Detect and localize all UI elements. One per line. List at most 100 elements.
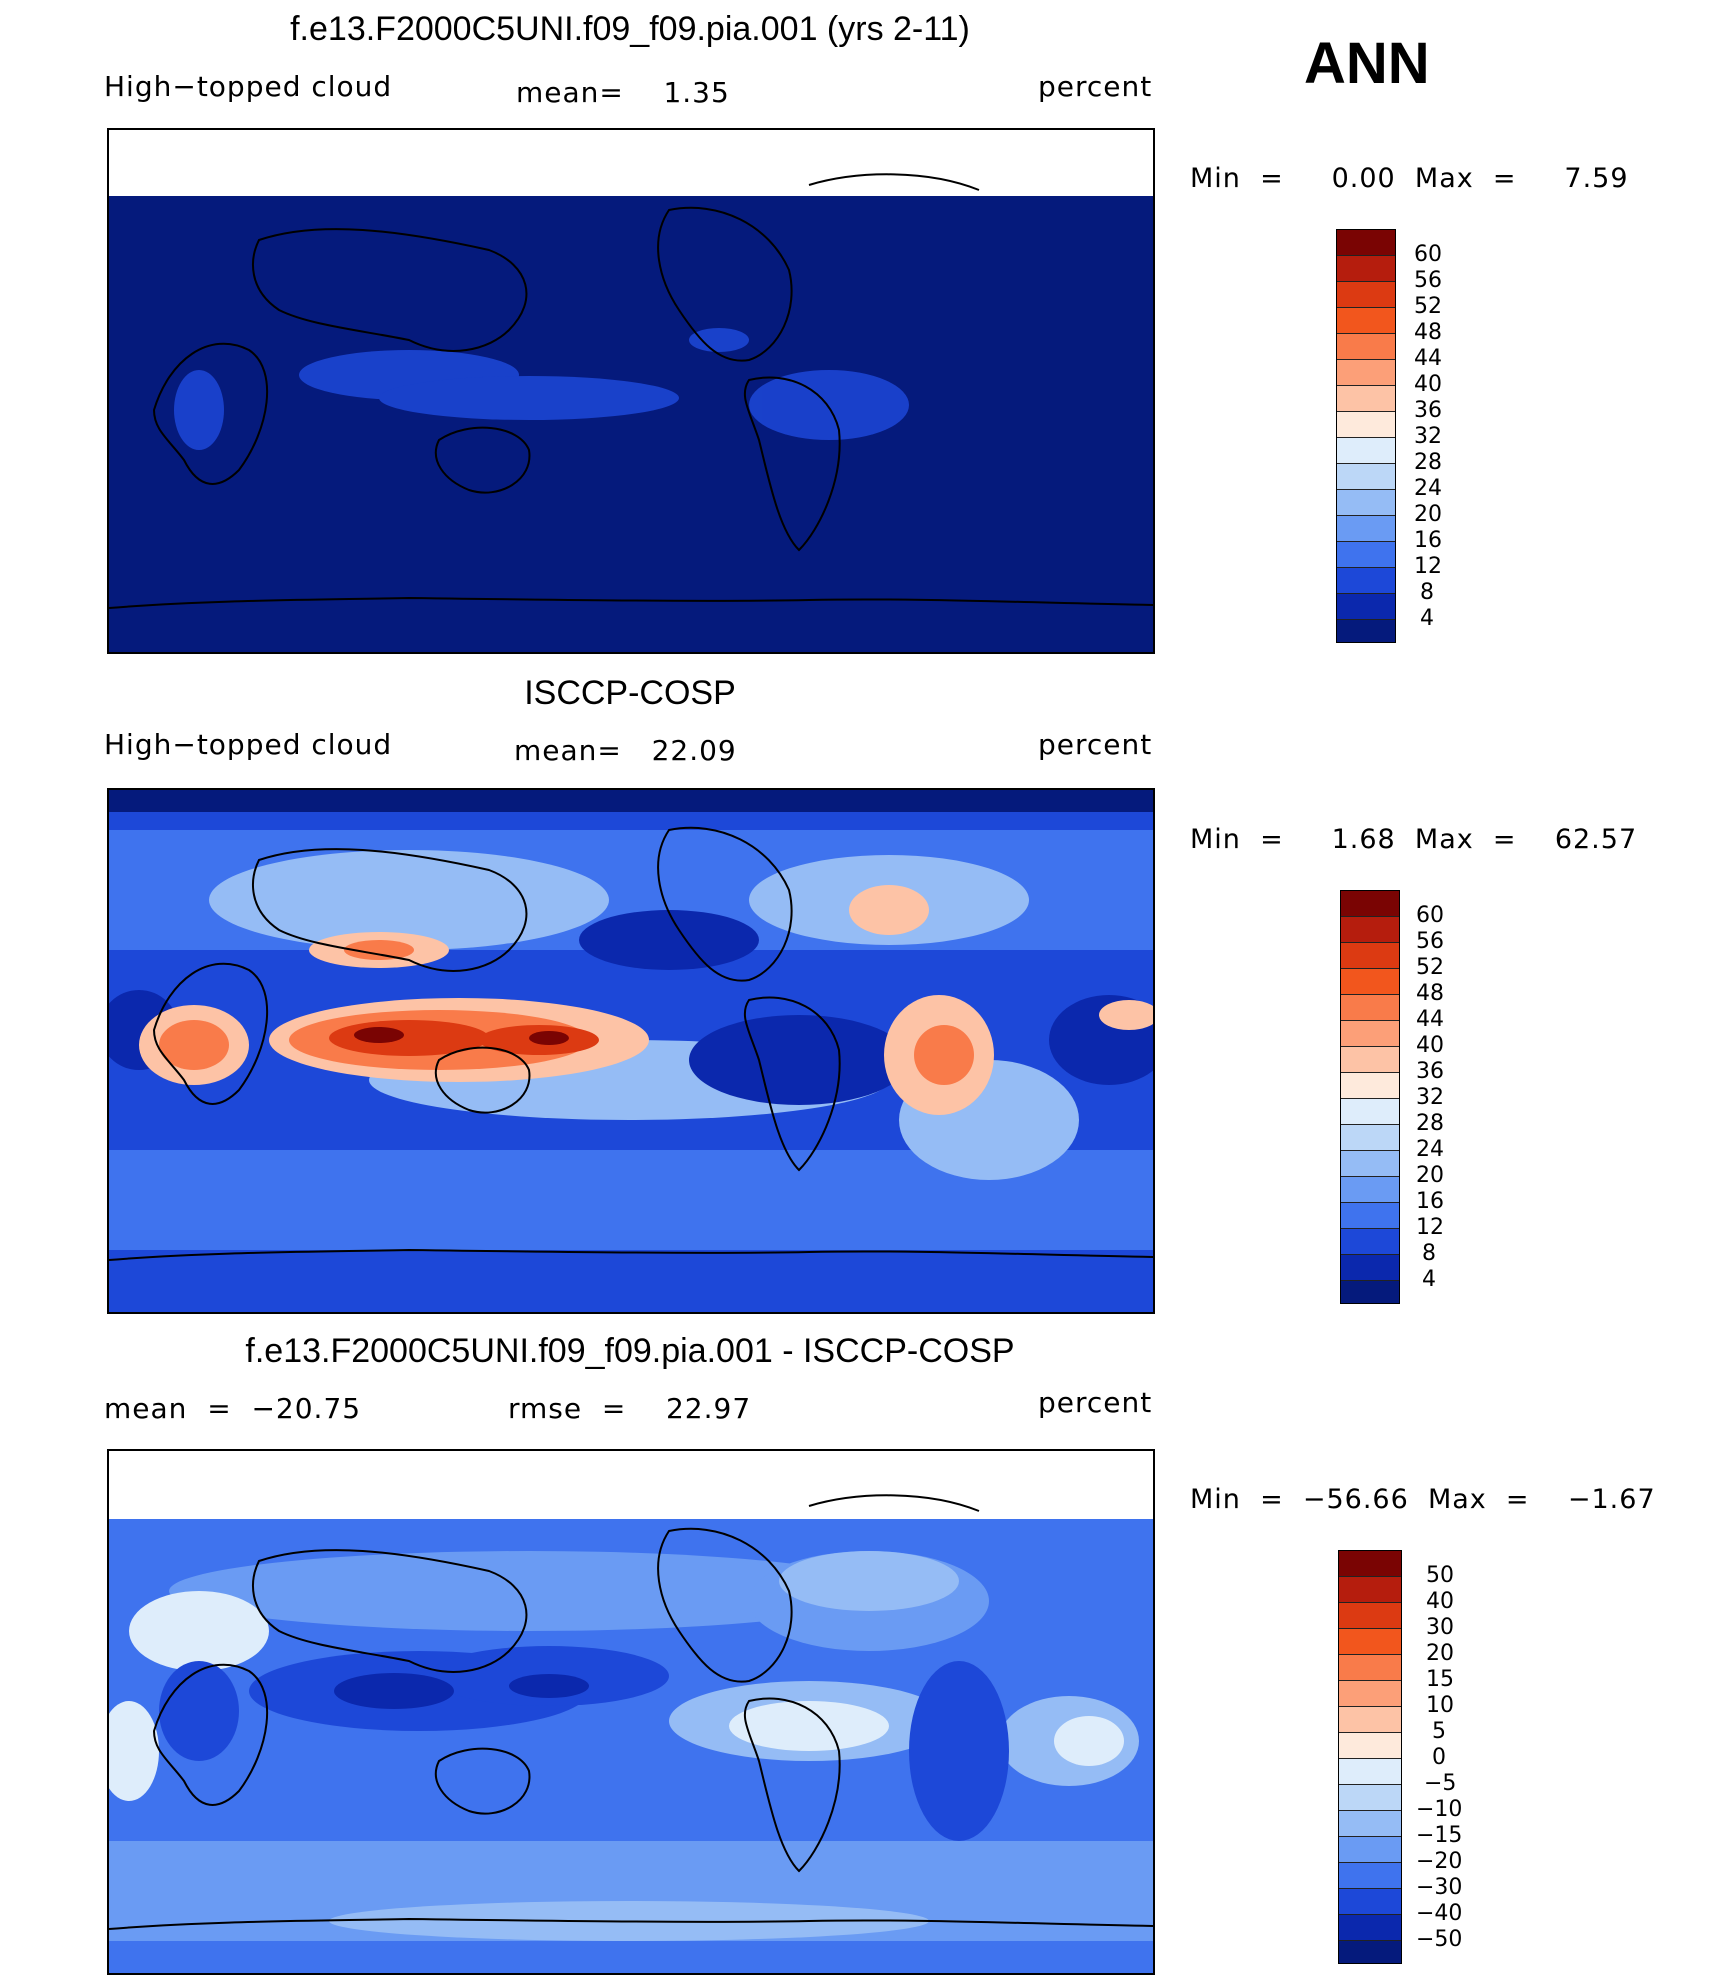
panel-1-colorbar-label: 20 <box>1414 502 1442 527</box>
panel-1-colorbar <box>1336 229 1396 643</box>
panel-3-colorbar-label: −30 <box>1416 1875 1463 1900</box>
panel-3-colorbar-label: 10 <box>1426 1693 1454 1718</box>
panel-1-colorbar-cell <box>1337 438 1395 464</box>
panel-2-colorbar-label: 8 <box>1422 1241 1436 1266</box>
panel-2-colorbar-cell <box>1341 1229 1399 1255</box>
panel-1-colorbar-label: 4 <box>1420 606 1434 631</box>
panel-2-colorbar-label: 4 <box>1422 1267 1436 1292</box>
panel-3-colorbar-label: 50 <box>1426 1563 1454 1588</box>
panel-3-colorbar-cell <box>1339 1759 1401 1785</box>
panel-1-colorbar-label: 56 <box>1414 268 1442 293</box>
panel-2-colorbar-label: 12 <box>1416 1215 1444 1240</box>
panel-1-colorbar-cell <box>1337 386 1395 412</box>
panel-1-colorbar-label: 52 <box>1414 294 1442 319</box>
panel-1-colorbar-cell <box>1337 516 1395 542</box>
panel-3-colorbar-cell <box>1339 1577 1401 1603</box>
panel-1-colorbar-label: 48 <box>1414 320 1442 345</box>
panel-2-colorbar-cell <box>1341 917 1399 943</box>
panel-2-colorbar-label: 32 <box>1416 1085 1444 1110</box>
panel-1-colorbar-label: 16 <box>1414 528 1442 553</box>
panel-1-map <box>107 128 1155 654</box>
panel-3-rmse-label: rmse = 22.97 <box>508 1392 752 1425</box>
panel-2-colorbar-cell <box>1341 943 1399 969</box>
panel-1-colorbar-cell <box>1337 568 1395 594</box>
panel-1-colorbar-cell <box>1337 334 1395 360</box>
panel-2-colorbar-cell <box>1341 1151 1399 1177</box>
panel-1-units-label: percent <box>1038 70 1153 103</box>
panel-2-colorbar-label: 16 <box>1416 1189 1444 1214</box>
panel-2-colorbar-cell <box>1341 1073 1399 1099</box>
panel-2-variable-label: High−topped cloud <box>104 728 393 761</box>
panel-1-colorbar-cell <box>1337 620 1395 642</box>
panel-1-colorbar-cell <box>1337 594 1395 620</box>
panel-2-colorbar-cell <box>1341 1125 1399 1151</box>
panel-2-colorbar <box>1340 890 1400 1304</box>
panel-3-colorbar-label: −10 <box>1416 1797 1463 1822</box>
panel-2-colorbar-label: 36 <box>1416 1059 1444 1084</box>
panel-3-colorbar-label: 20 <box>1426 1641 1454 1666</box>
panel-3-mean-label: mean = −20.75 <box>104 1392 362 1425</box>
panel-1-colorbar-label: 8 <box>1420 580 1434 605</box>
panel-3-colorbar-cell <box>1339 1551 1401 1577</box>
panel-3-colorbar-label: 30 <box>1426 1615 1454 1640</box>
panel-1-colorbar-cell <box>1337 308 1395 334</box>
panel-3-colorbar-cell <box>1339 1629 1401 1655</box>
panel-3-title: f.e13.F2000C5UNI.f09_f09.pia.001 - ISCCP… <box>245 1332 1015 1370</box>
panel-3-colorbar-label: −40 <box>1416 1901 1463 1926</box>
panel-2-colorbar-label: 60 <box>1416 903 1444 928</box>
panel-1-variable-label: High−topped cloud <box>104 70 393 103</box>
panel-2-colorbar-cell <box>1341 969 1399 995</box>
panel-3-colorbar-cell <box>1339 1863 1401 1889</box>
panel-3-colorbar-cell <box>1339 1707 1401 1733</box>
panel-3-colorbar-label: −50 <box>1416 1927 1463 1952</box>
panel-1-title: f.e13.F2000C5UNI.f09_f09.pia.001 (yrs 2-… <box>290 10 970 48</box>
panel-3-colorbar-label: 15 <box>1426 1667 1454 1692</box>
panel-3-colorbar-label: 0 <box>1432 1745 1446 1770</box>
panel-3-colorbar-cell <box>1339 1681 1401 1707</box>
panel-3-colorbar-cell <box>1339 1811 1401 1837</box>
panel-2-colorbar-cell <box>1341 1047 1399 1073</box>
panel-1-colorbar-label: 60 <box>1414 242 1442 267</box>
panel-2-mean-label: mean= 22.09 <box>514 734 737 767</box>
panel-3-map <box>107 1449 1155 1975</box>
panel-3-units-label: percent <box>1038 1386 1153 1419</box>
panel-2-map <box>107 788 1155 1314</box>
panel-2-colorbar-label: 56 <box>1416 929 1444 954</box>
panel-3-minmax: Min = −56.66 Max = −1.67 <box>1190 1484 1656 1515</box>
panel-1-colorbar-label: 40 <box>1414 372 1442 397</box>
panel-3-colorbar-label: −15 <box>1416 1823 1463 1848</box>
panel-1-colorbar-cell <box>1337 282 1395 308</box>
panel-2-colorbar-cell <box>1341 1281 1399 1303</box>
panel-1-colorbar-cell <box>1337 542 1395 568</box>
panel-3-colorbar-cell <box>1339 1785 1401 1811</box>
panel-2-title: ISCCP-COSP <box>524 674 736 712</box>
panel-2-colorbar-label: 20 <box>1416 1163 1444 1188</box>
panel-2-colorbar-cell <box>1341 891 1399 917</box>
panel-2-colorbar-label: 40 <box>1416 1033 1444 1058</box>
panel-2-minmax: Min = 1.68 Max = 62.57 <box>1190 824 1638 855</box>
panel-3-colorbar-cell <box>1339 1941 1401 1963</box>
panel-2-colorbar-cell <box>1341 1177 1399 1203</box>
season-label: ANN <box>1304 31 1430 96</box>
panel-2-colorbar-cell <box>1341 1099 1399 1125</box>
panel-1-colorbar-label: 28 <box>1414 450 1442 475</box>
panel-3-colorbar-cell <box>1339 1655 1401 1681</box>
panel-3-colorbar <box>1338 1550 1402 1964</box>
panel-1-colorbar-label: 24 <box>1414 476 1442 501</box>
panel-2-colorbar-cell <box>1341 1203 1399 1229</box>
panel-2-colorbar-label: 28 <box>1416 1111 1444 1136</box>
panel-3-colorbar-label: 40 <box>1426 1589 1454 1614</box>
panel-2-colorbar-label: 24 <box>1416 1137 1444 1162</box>
panel-2-colorbar-label: 44 <box>1416 1007 1444 1032</box>
panel-1-colorbar-cell <box>1337 360 1395 386</box>
panel-1-colorbar-label: 44 <box>1414 346 1442 371</box>
panel-1-colorbar-cell <box>1337 230 1395 256</box>
panel-1-colorbar-cell <box>1337 412 1395 438</box>
panel-3-colorbar-label: −20 <box>1416 1849 1463 1874</box>
panel-2-colorbar-cell <box>1341 995 1399 1021</box>
panel-3-colorbar-cell <box>1339 1603 1401 1629</box>
panel-3-colorbar-cell <box>1339 1889 1401 1915</box>
panel-2-colorbar-label: 52 <box>1416 955 1444 980</box>
panel-1-colorbar-label: 32 <box>1414 424 1442 449</box>
panel-3-colorbar-label: −5 <box>1424 1771 1457 1796</box>
